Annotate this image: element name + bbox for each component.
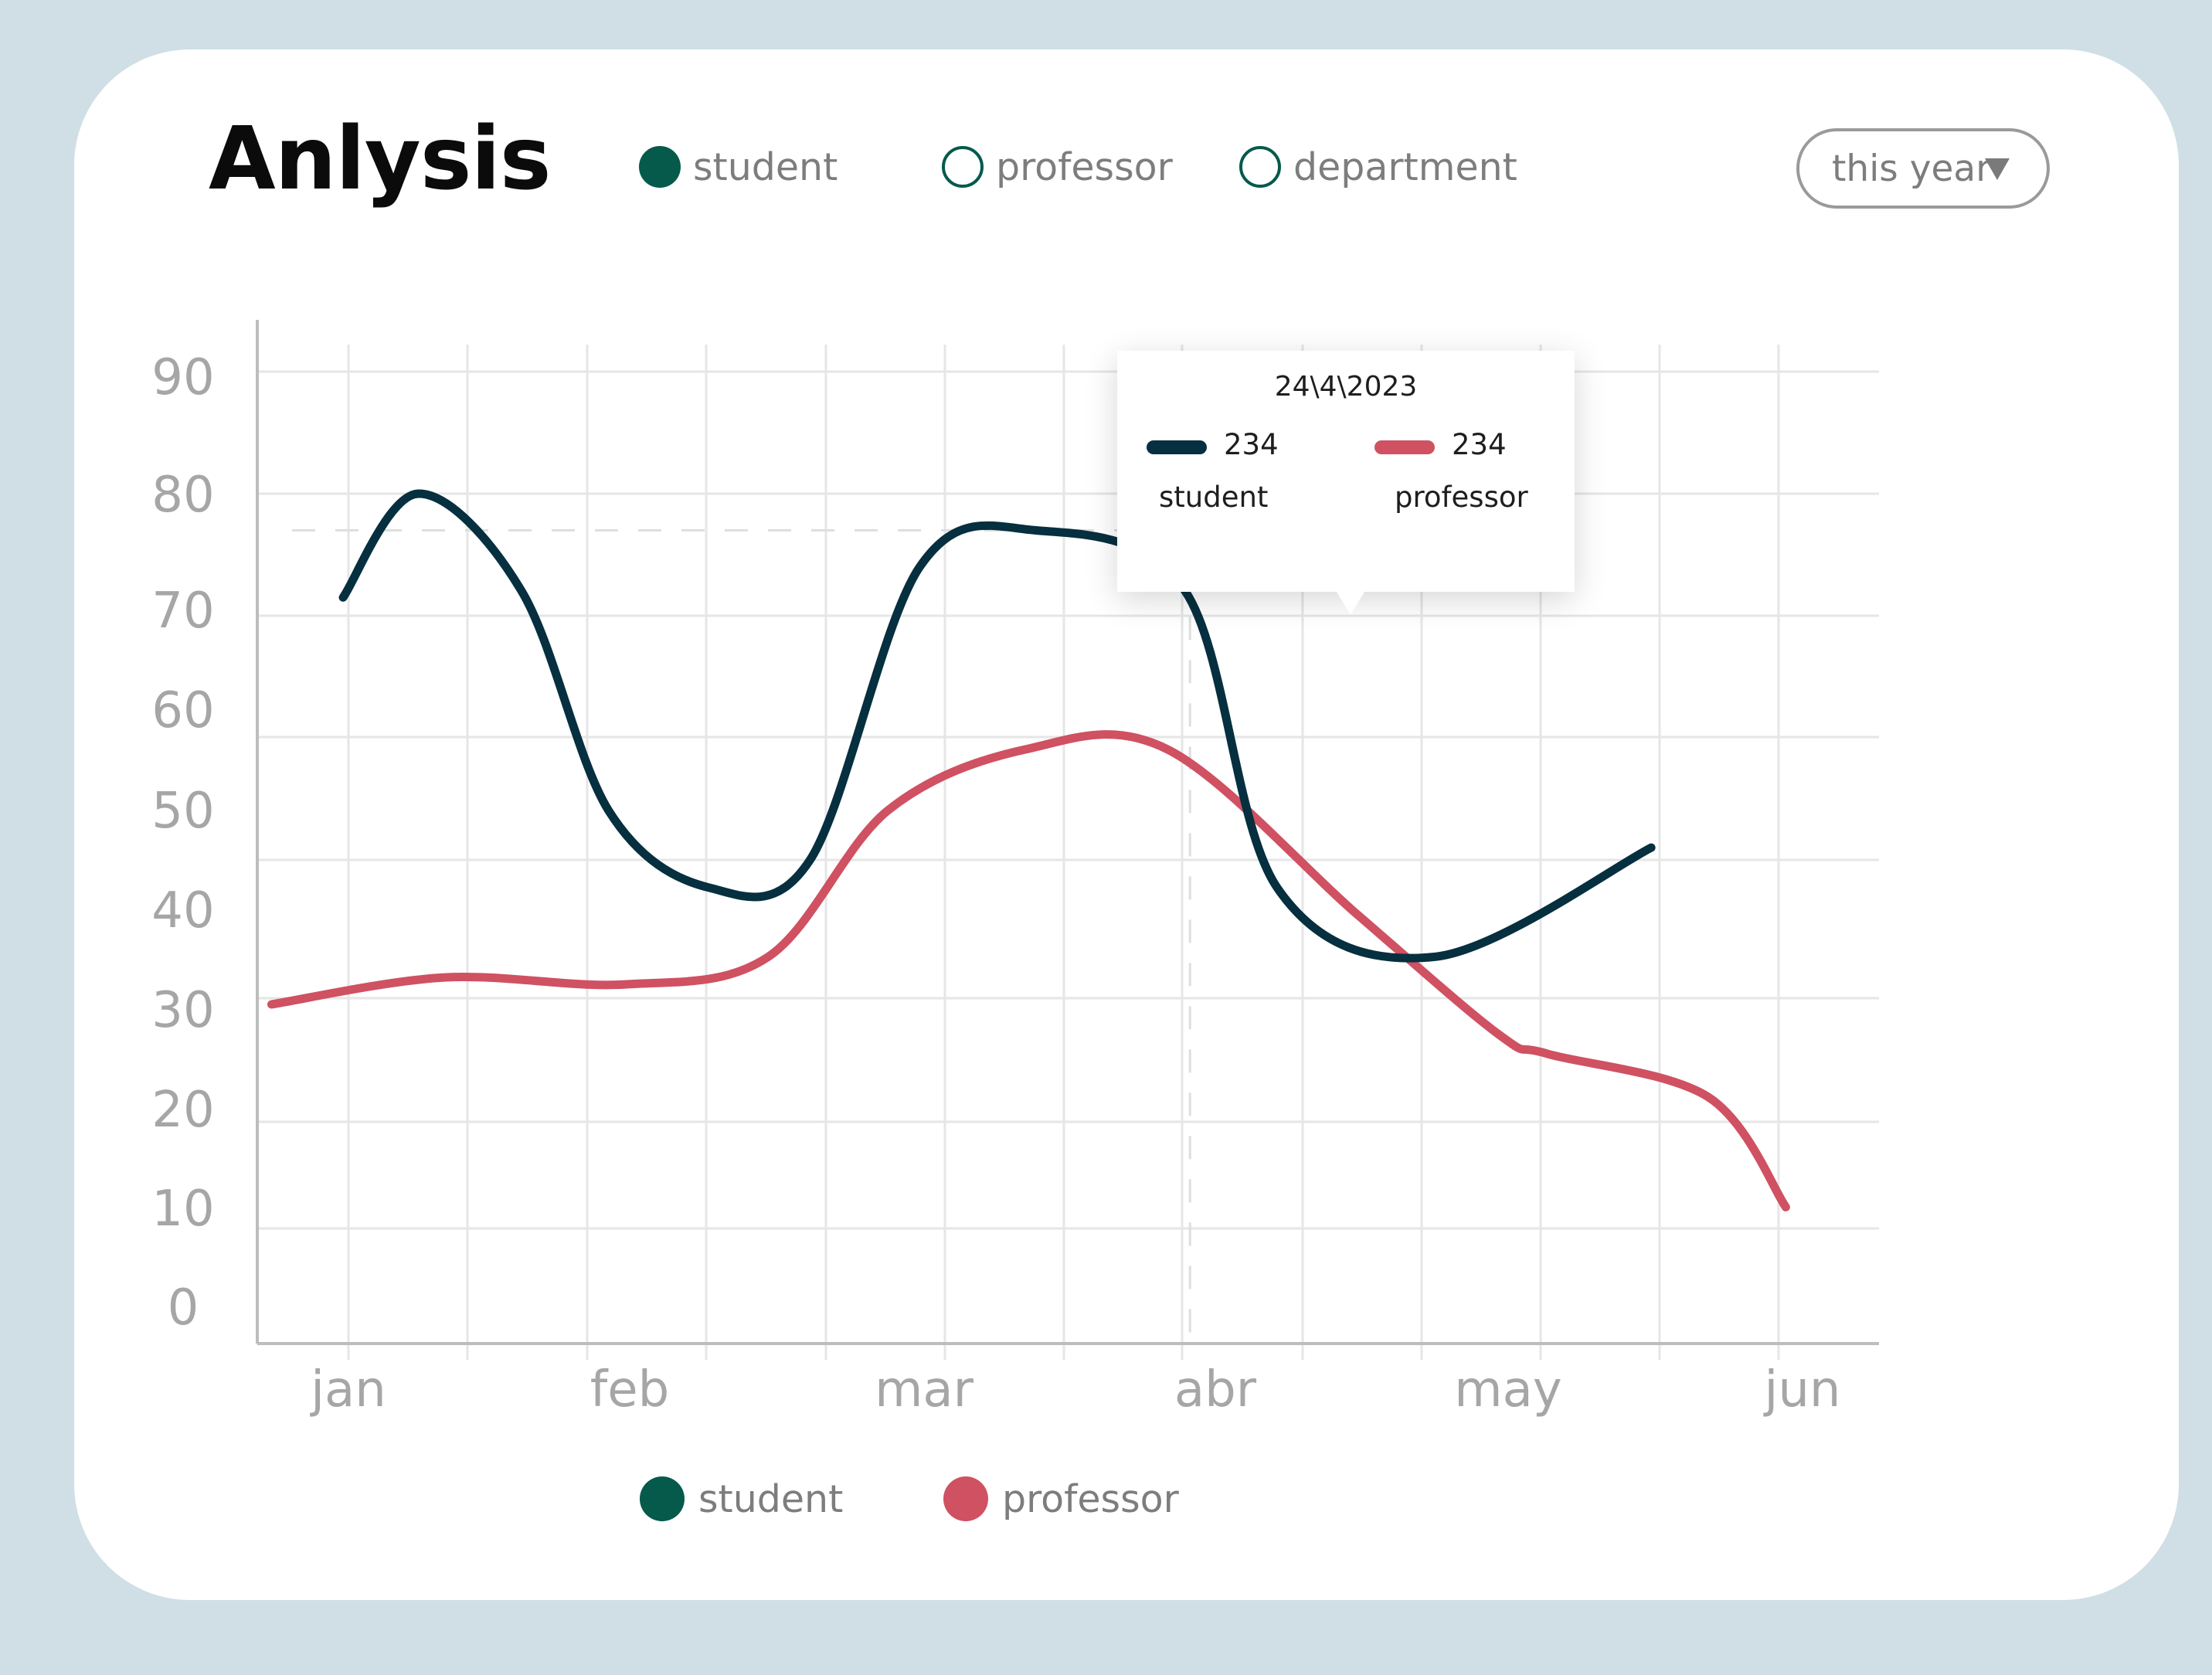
y-tick-label: 20 [151,1082,214,1139]
tooltip-value: 234 [1224,428,1279,461]
legend-item-student: student [640,1476,843,1522]
series-line-student [338,489,1656,963]
filter-label: professor [996,144,1173,189]
legend-label: professor [1002,1476,1179,1521]
student-line-key-icon [1147,440,1207,454]
x-tick-label: mar [875,1361,974,1418]
y-tick-label: 70 [151,583,214,640]
y-tick-label: 40 [151,882,214,939]
radio-unselected-icon [942,146,984,188]
legend-swatch-icon [943,1476,988,1521]
y-tick-label: 10 [151,1181,214,1238]
y-tick-label: 50 [151,783,214,840]
chart-tooltip: 24\4\2023 234 student 234 professor [1117,351,1575,615]
y-tick-label: 60 [151,682,214,739]
legend-swatch-icon [640,1476,685,1521]
tooltip-series-name: professor [1395,481,1528,514]
filter-label: student [693,144,838,189]
professor-line-key-icon [1374,440,1435,454]
page-title: Anlysis [209,109,552,209]
y-tick-label: 30 [151,982,214,1039]
range-select-value: this year [1832,147,1991,190]
y-tick-label: 0 [168,1279,199,1337]
legend-item-professor: professor [943,1476,1179,1522]
range-select[interactable]: this year [1796,128,2050,209]
y-tick-label: 90 [151,349,214,406]
filter-student[interactable]: student [639,143,838,191]
tooltip-value: 234 [1452,428,1507,461]
radio-unselected-icon [1239,146,1281,188]
caret-down-icon [1985,158,2010,180]
radio-selected-icon [639,146,681,188]
filter-department[interactable]: department [1239,143,1517,191]
x-tick-label: abr [1174,1361,1257,1418]
filter-label: department [1293,144,1517,189]
tooltip-pointer [1337,592,1364,615]
x-tick-label: jun [1763,1361,1841,1418]
x-tick-label: jan [309,1361,386,1418]
tooltip-series-name: student [1159,481,1269,514]
tooltip-date: 24\4\2023 [1274,371,1418,403]
legend-label: student [698,1476,844,1521]
filter-professor[interactable]: professor [942,143,1173,191]
y-tick-label: 80 [151,467,214,524]
x-tick-label: may [1454,1361,1561,1418]
x-tick-label: feb [590,1361,670,1418]
series-line-professor [267,730,1790,1211]
analysis-card [74,49,2179,1600]
